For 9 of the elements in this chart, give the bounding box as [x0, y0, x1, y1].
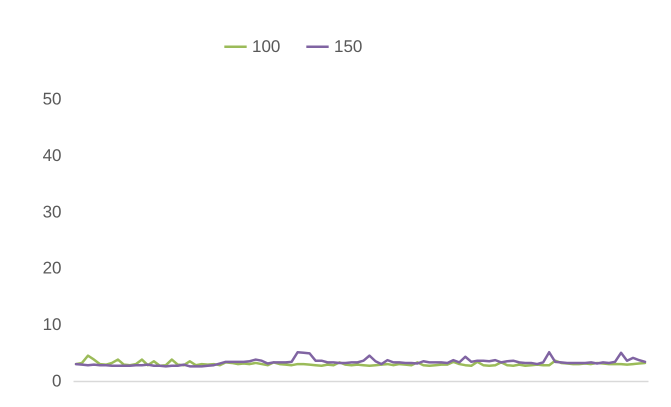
y-tick-label: 20	[42, 258, 62, 278]
y-tick-label: 30	[42, 202, 62, 222]
y-tick-label: 10	[42, 315, 62, 334]
legend-label: 150	[334, 36, 362, 56]
y-tick-label: 50	[42, 90, 62, 108]
line-series	[74, 350, 646, 368]
y-tick-label: 40	[42, 146, 62, 165]
y-tick-label: 0	[52, 372, 62, 390]
legend-label: 100	[252, 36, 280, 56]
